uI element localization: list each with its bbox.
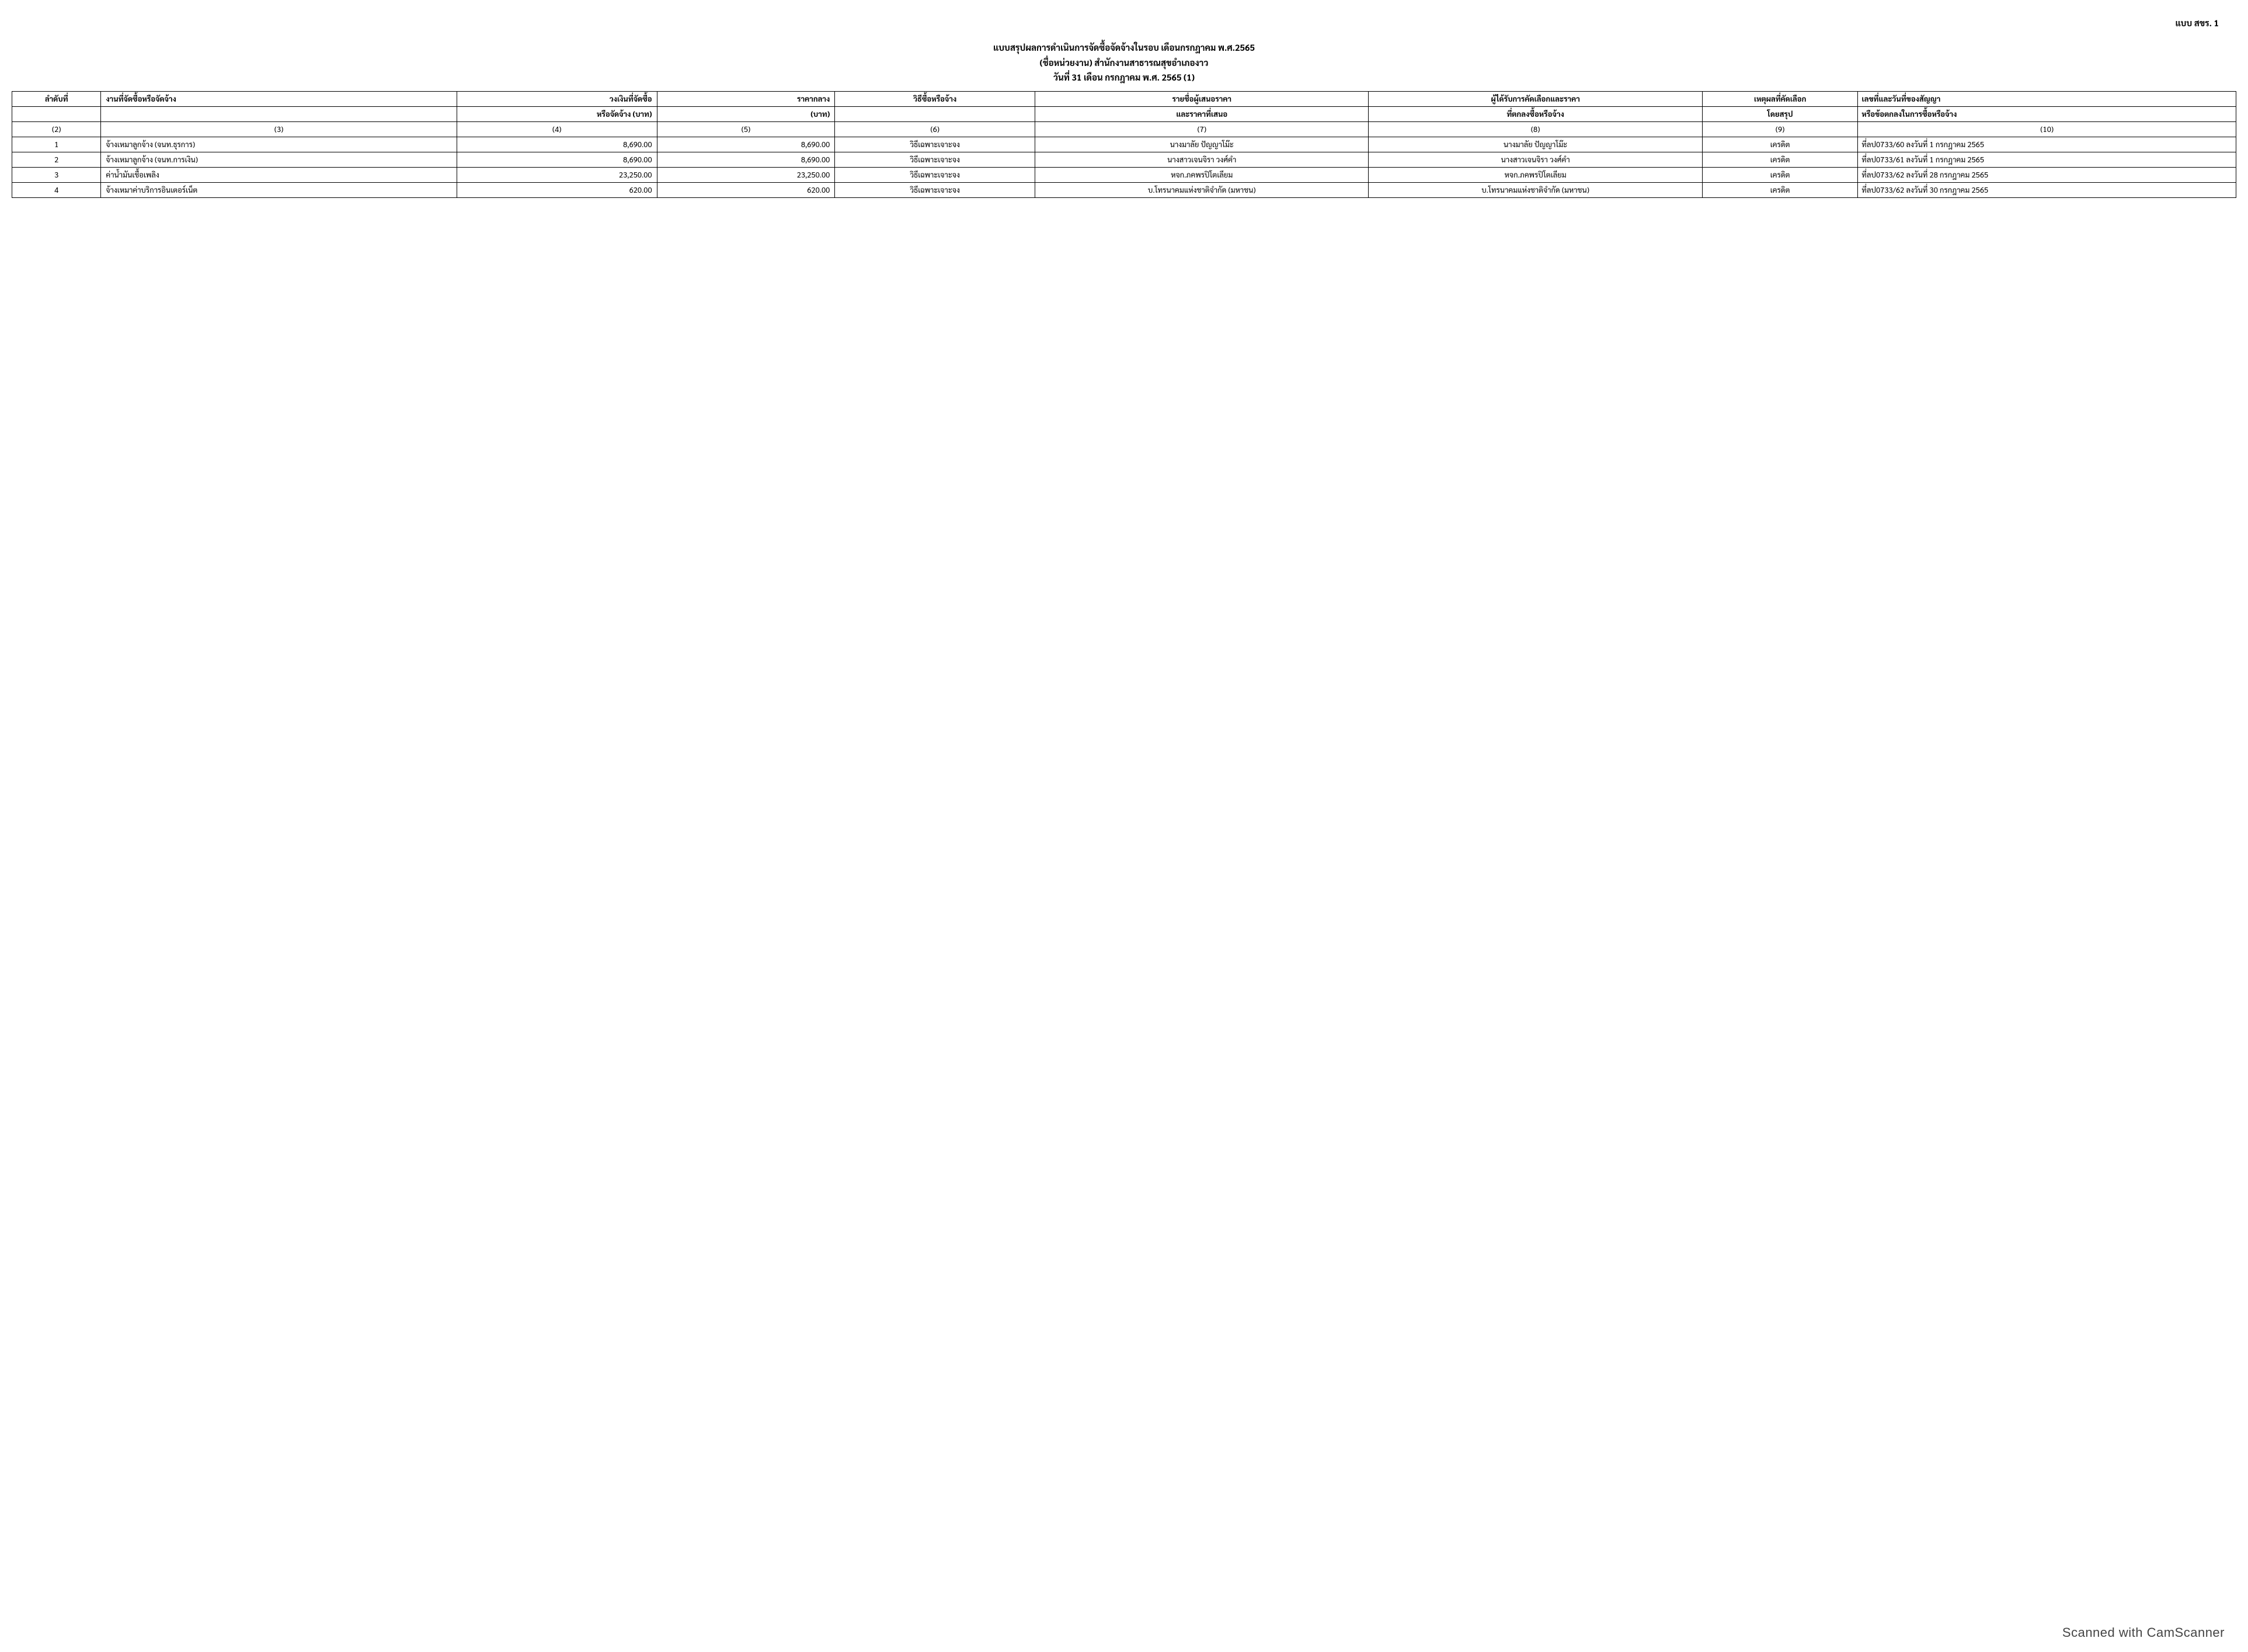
table-row: 1จ้างเหมาลูกจ้าง (จนท.ธุรการ)8,690.008,6… (12, 137, 2236, 152)
header-reason-b: โดยสรุป (1702, 106, 1858, 121)
header-work: งานที่จัดซื้อหรือจัดจ้าง (101, 91, 457, 106)
cell-bidder: นางสาวเจนจิรา วงศ์คำ (1035, 152, 1369, 167)
header-method-blank (835, 106, 1035, 121)
colnum-9: (10) (1858, 121, 2236, 137)
cell-bidder: หจก.ภคพรปิโตเลียม (1035, 167, 1369, 182)
cell-bidder: นางมาลัย ปัญญาโม๊ะ (1035, 137, 1369, 152)
table-body: 1จ้างเหมาลูกจ้าง (จนท.ธุรการ)8,690.008,6… (12, 137, 2236, 197)
column-number-row: (2) (3) (4) (5) (6) (7) (8) (9) (10) (12, 121, 2236, 137)
table-row: 4จ้างเหมาค่าบริการอินเตอร์เน็ต620.00620.… (12, 182, 2236, 197)
cell-no: 1 (12, 137, 101, 152)
colnum-5: (6) (835, 121, 1035, 137)
header-row: ลำดับที่ งานที่จัดซื้อหรือจัดจ้าง วงเงิน… (12, 91, 2236, 106)
header-no: ลำดับที่ (12, 91, 101, 106)
cell-contract: ที่ลป0733/62 ลงวันที่ 30 กรกฎาคม 2565 (1858, 182, 2236, 197)
cell-winner: บ.โทรนาคมแห่งชาติจำกัด (มหาชน) (1369, 182, 1702, 197)
cell-reason: เครดิต (1702, 182, 1858, 197)
header-bidder-b: และราคาที่เสนอ (1035, 106, 1369, 121)
title-line-2: (ชื่อหน่วยงาน) สำนักงานสาธารณสุขอำเภองาว (12, 55, 2236, 71)
cell-price: 8,690.00 (657, 137, 835, 152)
cell-work: ค่าน้ำมันเชื้อเพลิง (101, 167, 457, 182)
colnum-8: (9) (1702, 121, 1858, 137)
cell-winner: นางมาลัย ปัญญาโม๊ะ (1369, 137, 1702, 152)
cell-price: 620.00 (657, 182, 835, 197)
cell-method: วิธีเฉพาะเจาะจง (835, 167, 1035, 182)
cell-reason: เครดิต (1702, 167, 1858, 182)
header-reason-a: เหตุผลที่คัดเลือก (1702, 91, 1858, 106)
table-row: 3ค่าน้ำมันเชื้อเพลิง23,250.0023,250.00วิ… (12, 167, 2236, 182)
cell-no: 2 (12, 152, 101, 167)
cell-winner: นางสาวเจนจิรา วงศ์คำ (1369, 152, 1702, 167)
cell-budget: 620.00 (457, 182, 657, 197)
scanner-watermark: Scanned with CamScanner (2062, 1625, 2225, 1640)
cell-work: จ้างเหมาลูกจ้าง (จนท.ธุรการ) (101, 137, 457, 152)
header-no-blank (12, 106, 101, 121)
cell-method: วิธีเฉพาะเจาะจง (835, 152, 1035, 167)
header-budget-b: หรือจัดจ้าง (บาท) (457, 106, 657, 121)
cell-contract: ที่ลป0733/60 ลงวันที่ 1 กรกฎาคม 2565 (1858, 137, 2236, 152)
colnum-7: (8) (1369, 121, 1702, 137)
header-method: วิธีซื้อหรือจ้าง (835, 91, 1035, 106)
cell-price: 23,250.00 (657, 167, 835, 182)
colnum-3: (4) (457, 121, 657, 137)
table-row: 2จ้างเหมาลูกจ้าง (จนท.การเงิน)8,690.008,… (12, 152, 2236, 167)
cell-contract: ที่ลป0733/62 ลงวันที่ 28 กรกฎาคม 2565 (1858, 167, 2236, 182)
colnum-1: (2) (12, 121, 101, 137)
header-work-blank (101, 106, 457, 121)
header-row-2: หรือจัดจ้าง (บาท) (บาท) และราคาที่เสนอ ท… (12, 106, 2236, 121)
header-contract-a: เลขที่และวันที่ของสัญญา (1858, 91, 2236, 106)
cell-method: วิธีเฉพาะเจาะจง (835, 182, 1035, 197)
procurement-table: ลำดับที่ งานที่จัดซื้อหรือจัดจ้าง วงเงิน… (12, 91, 2236, 198)
title-line-3: วันที่ 31 เดือน กรกฎาคม พ.ศ. 2565 (1) (12, 70, 2236, 85)
cell-work: จ้างเหมาลูกจ้าง (จนท.การเงิน) (101, 152, 457, 167)
cell-winner: หจก.ภคพรปิโตเลียม (1369, 167, 1702, 182)
header-budget-a: วงเงินที่จัดซื้อ (457, 91, 657, 106)
cell-budget: 23,250.00 (457, 167, 657, 182)
header-price-b: (บาท) (657, 106, 835, 121)
header-price-a: ราคากลาง (657, 91, 835, 106)
cell-method: วิธีเฉพาะเจาะจง (835, 137, 1035, 152)
cell-reason: เครดิต (1702, 137, 1858, 152)
document-title: แบบสรุปผลการดำเนินการจัดซื้อจัดจ้างในรอบ… (12, 40, 2236, 85)
header-bidder-a: รายชื่อผู้เสนอราคา (1035, 91, 1369, 106)
header-winner-b: ที่ตกลงซื้อหรือจ้าง (1369, 106, 1702, 121)
title-line-1: แบบสรุปผลการดำเนินการจัดซื้อจัดจ้างในรอบ… (12, 40, 2236, 55)
cell-bidder: บ.โทรนาคมแห่งชาติจำกัด (มหาชน) (1035, 182, 1369, 197)
header-winner-a: ผู้ได้รับการคัดเลือกและราคา (1369, 91, 1702, 106)
form-code: แบบ สขร. 1 (12, 18, 2236, 29)
colnum-6: (7) (1035, 121, 1369, 137)
cell-reason: เครดิต (1702, 152, 1858, 167)
cell-contract: ที่ลป0733/61 ลงวันที่ 1 กรกฎาคม 2565 (1858, 152, 2236, 167)
cell-price: 8,690.00 (657, 152, 835, 167)
cell-work: จ้างเหมาค่าบริการอินเตอร์เน็ต (101, 182, 457, 197)
cell-no: 3 (12, 167, 101, 182)
cell-budget: 8,690.00 (457, 137, 657, 152)
colnum-4: (5) (657, 121, 835, 137)
cell-budget: 8,690.00 (457, 152, 657, 167)
cell-no: 4 (12, 182, 101, 197)
header-contract-b: หรือข้อตกลงในการซื้อหรือจ้าง (1858, 106, 2236, 121)
colnum-2: (3) (101, 121, 457, 137)
